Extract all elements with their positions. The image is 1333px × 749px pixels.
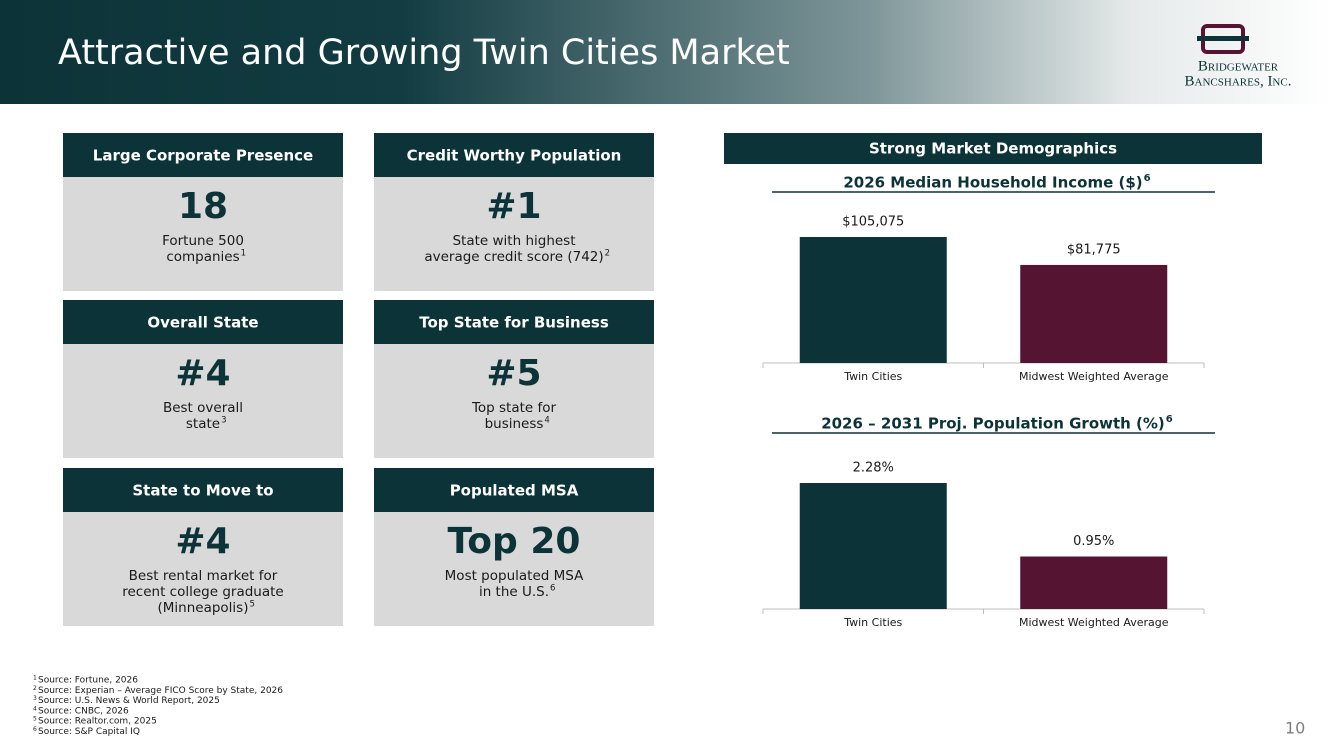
tile-body — [374, 344, 654, 458]
tile-text: Fortune 500 — [162, 233, 244, 249]
bar — [1020, 556, 1168, 609]
tile-body — [374, 512, 654, 626]
tile-value: #4 — [175, 521, 230, 562]
footnote-num: 3 — [33, 695, 37, 702]
chart-title: 2026 – 2031 Proj. Population Growth (%) — [821, 415, 1165, 433]
tile-value: 18 — [178, 186, 228, 227]
tile-heading: State to Move to — [132, 482, 273, 500]
value-label: $105,075 — [842, 215, 904, 230]
footnote-num: 5 — [33, 716, 37, 723]
tile-value: #1 — [486, 186, 541, 227]
logo-line1: Bridgewater — [1198, 58, 1279, 74]
tile-text: state — [186, 416, 220, 432]
bar — [1020, 264, 1168, 363]
tile-heading: Large Corporate Presence — [93, 147, 313, 165]
tile-text: recent college graduate — [122, 584, 283, 600]
x-tick-label: Twin Cities — [843, 370, 902, 383]
tile-header — [63, 133, 343, 177]
value-label: 2.28% — [853, 461, 894, 476]
tile-header — [374, 468, 654, 512]
footnote-text: Source: Experian – Average FICO Score by… — [38, 686, 283, 696]
tile-sup: 4 — [544, 416, 549, 426]
tile-value: #4 — [175, 353, 230, 394]
footnote-text: Source: S&P Capital IQ — [38, 727, 140, 737]
footnote-num: 4 — [33, 705, 37, 712]
footnote-num: 1 — [33, 675, 37, 682]
x-tick-label: Midwest Weighted Average — [1019, 616, 1169, 629]
tile-sup: 2 — [605, 249, 610, 259]
chart-title: 2026 Median Household Income ($) — [843, 174, 1142, 192]
tile-sup: 3 — [221, 416, 226, 426]
tile-sup: 5 — [250, 600, 255, 610]
logo: Bridgewater Bancshares, Inc. — [1185, 24, 1292, 89]
value-label: $81,775 — [1067, 242, 1121, 257]
tile-header — [63, 468, 343, 512]
tile-text: Best rental market for — [129, 568, 278, 584]
page-number: 10 — [1285, 719, 1305, 738]
logo-line2: Bancshares, Inc. — [1185, 73, 1292, 89]
tile-body — [63, 177, 343, 291]
bar — [799, 237, 947, 363]
tile-header — [374, 300, 654, 344]
tile-text: average credit score (742) — [424, 249, 603, 265]
footnote-num: 2 — [33, 685, 37, 692]
chart-title-sup: 6 — [1144, 173, 1151, 184]
tile-text: State with highest — [452, 233, 575, 249]
tile-sup: 6 — [550, 584, 555, 594]
tile-text: companies — [166, 249, 239, 265]
slide-title: Attractive and Growing Twin Cities Marke… — [58, 33, 790, 73]
tile-text: Top state for — [471, 400, 557, 416]
logo-icon-bar — [1197, 36, 1249, 41]
tile-heading: Credit Worthy Population — [407, 147, 622, 165]
footnote-text: Source: Realtor.com, 2025 — [38, 717, 157, 727]
tile-text: Best overall — [163, 400, 243, 416]
chart-title-sup: 6 — [1166, 414, 1173, 425]
tile-text: in the U.S. — [479, 584, 549, 600]
tile-heading: Overall State — [147, 314, 258, 332]
tile-heading: Top State for Business — [419, 314, 609, 332]
footnote-text: Source: U.S. News & World Report, 2025 — [38, 696, 220, 706]
tile-text: business — [485, 416, 544, 432]
bar — [799, 483, 947, 609]
tile-body — [63, 344, 343, 458]
tile-body — [63, 512, 343, 626]
tile-header — [63, 300, 343, 344]
tile-header — [374, 133, 654, 177]
header-band — [0, 0, 1333, 104]
footnote-num: 6 — [33, 726, 37, 733]
tile-body — [374, 177, 654, 291]
footnote-text: Source: Fortune, 2026 — [38, 676, 138, 686]
tile-heading: Populated MSA — [450, 482, 579, 500]
x-tick-label: Twin Cities — [843, 616, 902, 629]
x-tick-label: Midwest Weighted Average — [1019, 370, 1169, 383]
value-label: 0.95% — [1073, 534, 1114, 549]
tile-text: Most populated MSA — [445, 568, 584, 584]
panel-header — [724, 133, 1262, 164]
tile-text: (Minneapolis) — [158, 600, 249, 616]
tile-value: Top 20 — [448, 521, 581, 562]
footnote-text: Source: CNBC, 2026 — [38, 706, 129, 716]
tile-value: #5 — [486, 353, 541, 394]
panel-title: Strong Market Demographics — [869, 140, 1117, 158]
tile-sup: 1 — [241, 249, 246, 259]
